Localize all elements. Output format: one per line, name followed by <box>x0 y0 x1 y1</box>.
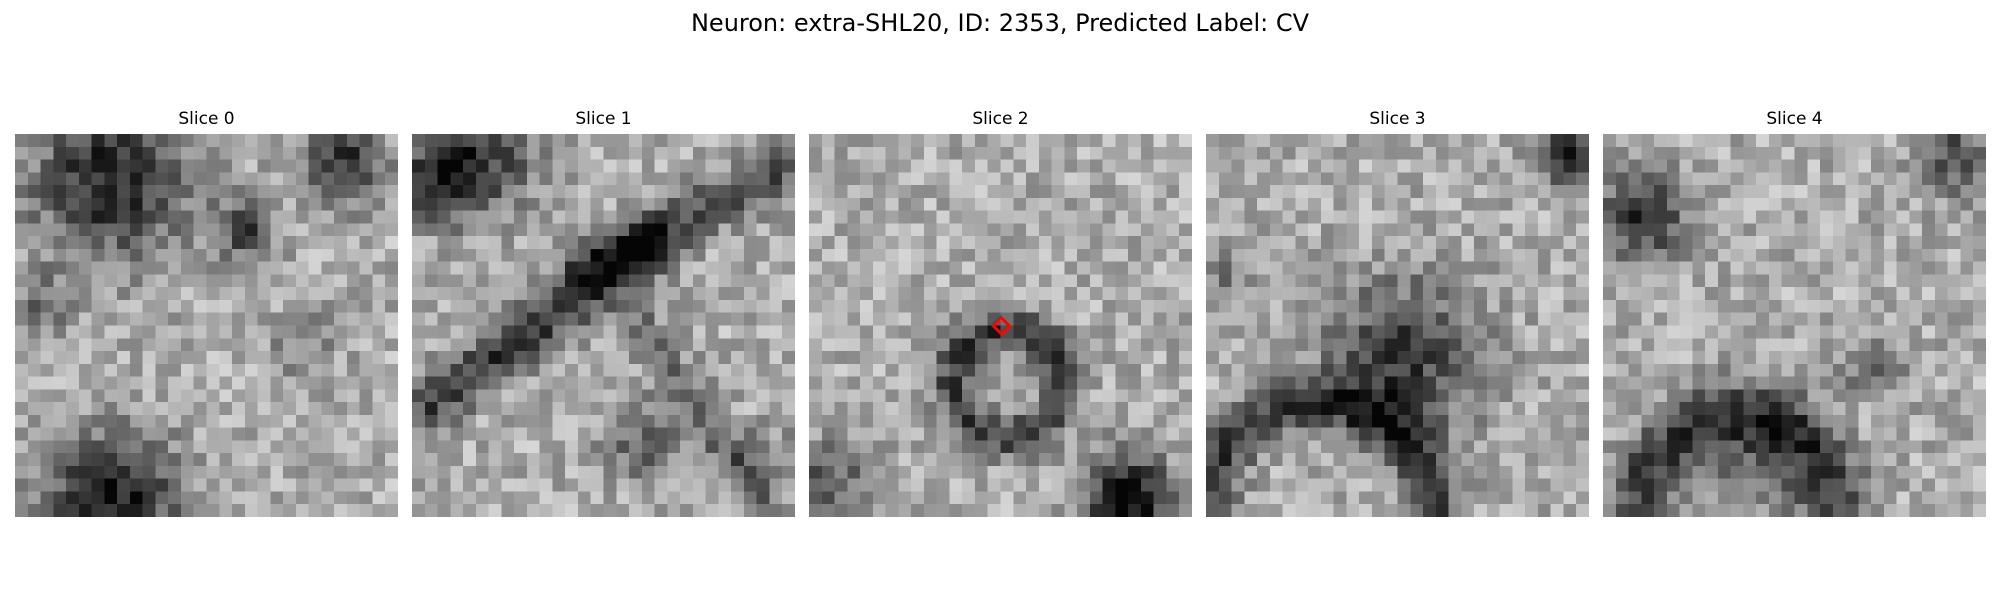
slice-image <box>1603 134 1986 517</box>
slice-label: Slice 4 <box>1766 109 1823 129</box>
slice-panel-4: Slice 4 <box>1603 108 1986 517</box>
target-marker <box>990 314 1011 336</box>
slice-panel-3: Slice 3 <box>1206 108 1589 517</box>
slice-image <box>412 134 795 517</box>
diamond-marker-icon <box>990 314 1011 336</box>
slice-label: Slice 1 <box>575 109 632 129</box>
slice-label: Slice 0 <box>178 109 235 129</box>
slice-label: Slice 2 <box>972 109 1029 129</box>
figure-title: Neuron: extra-SHL20, ID: 2353, Predicted… <box>690 9 1310 37</box>
slice-panel-1: Slice 1 <box>412 108 795 517</box>
slice-panel-0: Slice 0 <box>15 108 398 517</box>
slice-label: Slice 3 <box>1369 109 1426 129</box>
slice-image <box>809 134 1192 517</box>
slice-image <box>1206 134 1589 517</box>
slice-image <box>15 134 398 517</box>
slice-panel-2: Slice 2 <box>809 108 1192 517</box>
